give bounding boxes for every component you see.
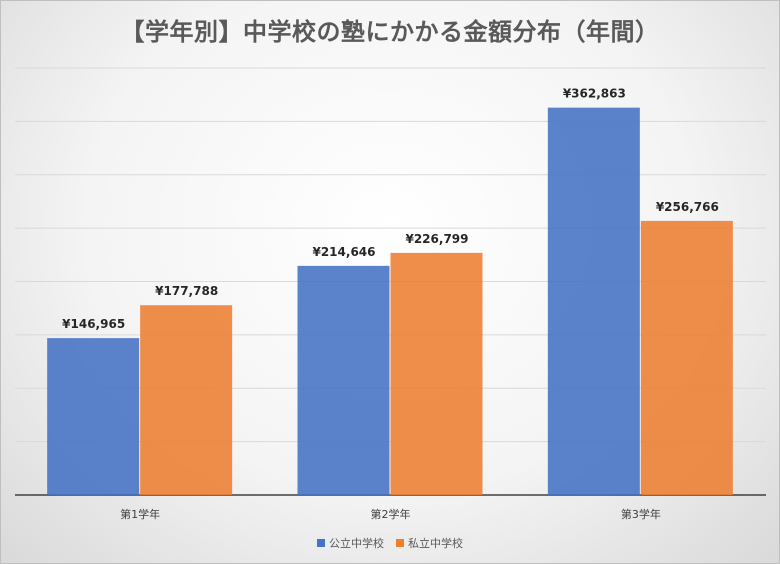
legend-label-public: 公立中学校 <box>329 537 384 550</box>
x-tick-label: 第2学年 <box>371 507 411 521</box>
data-label: ¥226,799 <box>405 232 468 246</box>
data-label: ¥146,965 <box>62 317 125 331</box>
data-label: ¥177,788 <box>155 284 218 298</box>
data-label: ¥256,766 <box>656 200 719 214</box>
bar-private-3 <box>640 220 733 496</box>
bar-private-1 <box>140 305 233 495</box>
legend-swatch-private <box>396 539 404 547</box>
legend: 公立中学校 私立中学校 <box>0 532 780 554</box>
x-tick-label: 第1学年 <box>120 507 160 521</box>
legend-label-private: 私立中学校 <box>408 537 463 550</box>
bar-private-2 <box>390 252 483 495</box>
legend-item-private: 私立中学校 <box>396 535 463 551</box>
data-label: ¥362,863 <box>563 87 626 101</box>
data-label: ¥214,646 <box>312 245 375 259</box>
bar-public-1 <box>47 338 140 495</box>
bar-public-2 <box>297 265 390 495</box>
legend-item-public: 公立中学校 <box>317 535 384 551</box>
bar-public-3 <box>547 107 640 496</box>
x-tick-label: 第3学年 <box>621 507 661 521</box>
legend-swatch-public <box>317 539 325 547</box>
chart-title: 【学年別】中学校の塾にかかる金額分布（年間） <box>120 18 660 46</box>
